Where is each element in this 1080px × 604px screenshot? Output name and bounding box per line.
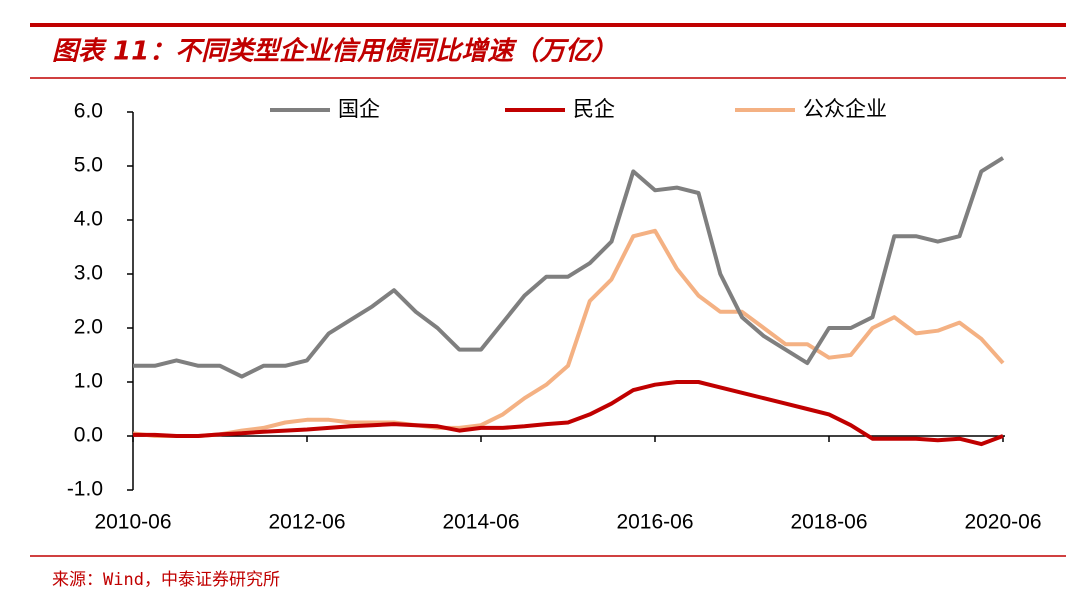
chart-title: 图表 11：不同类型企业信用债同比增速（万亿） <box>52 37 617 67</box>
x-tick-label: 2010-06 <box>94 511 171 534</box>
y-tick-label: 2.0 <box>74 316 103 339</box>
legend-label: 公众企业 <box>803 97 887 121</box>
y-tick-label: 0.0 <box>74 424 103 447</box>
series-line <box>133 380 1004 447</box>
series-line <box>133 156 1005 379</box>
x-tick-label: 2018-06 <box>790 511 867 534</box>
x-tick-label: 2020-06 <box>964 511 1041 534</box>
legend-label: 民企 <box>573 97 615 121</box>
x-tick-label: 2016-06 <box>616 511 693 534</box>
y-tick-label: 3.0 <box>74 262 103 285</box>
y-tick-label: 1.0 <box>74 370 103 393</box>
legend-label: 国企 <box>338 97 380 121</box>
y-tick-label: 5.0 <box>74 154 103 177</box>
y-tick-label: 6.0 <box>74 100 103 123</box>
x-tick-label: 2012-06 <box>268 511 345 534</box>
y-tick-label: -1.0 <box>67 478 103 501</box>
x-tick-label: 2014-06 <box>442 511 519 534</box>
series-line <box>132 228 1005 438</box>
source-note: 来源：Wind，中泰证券研究所 <box>52 570 280 590</box>
y-tick-label: 4.0 <box>74 208 103 231</box>
